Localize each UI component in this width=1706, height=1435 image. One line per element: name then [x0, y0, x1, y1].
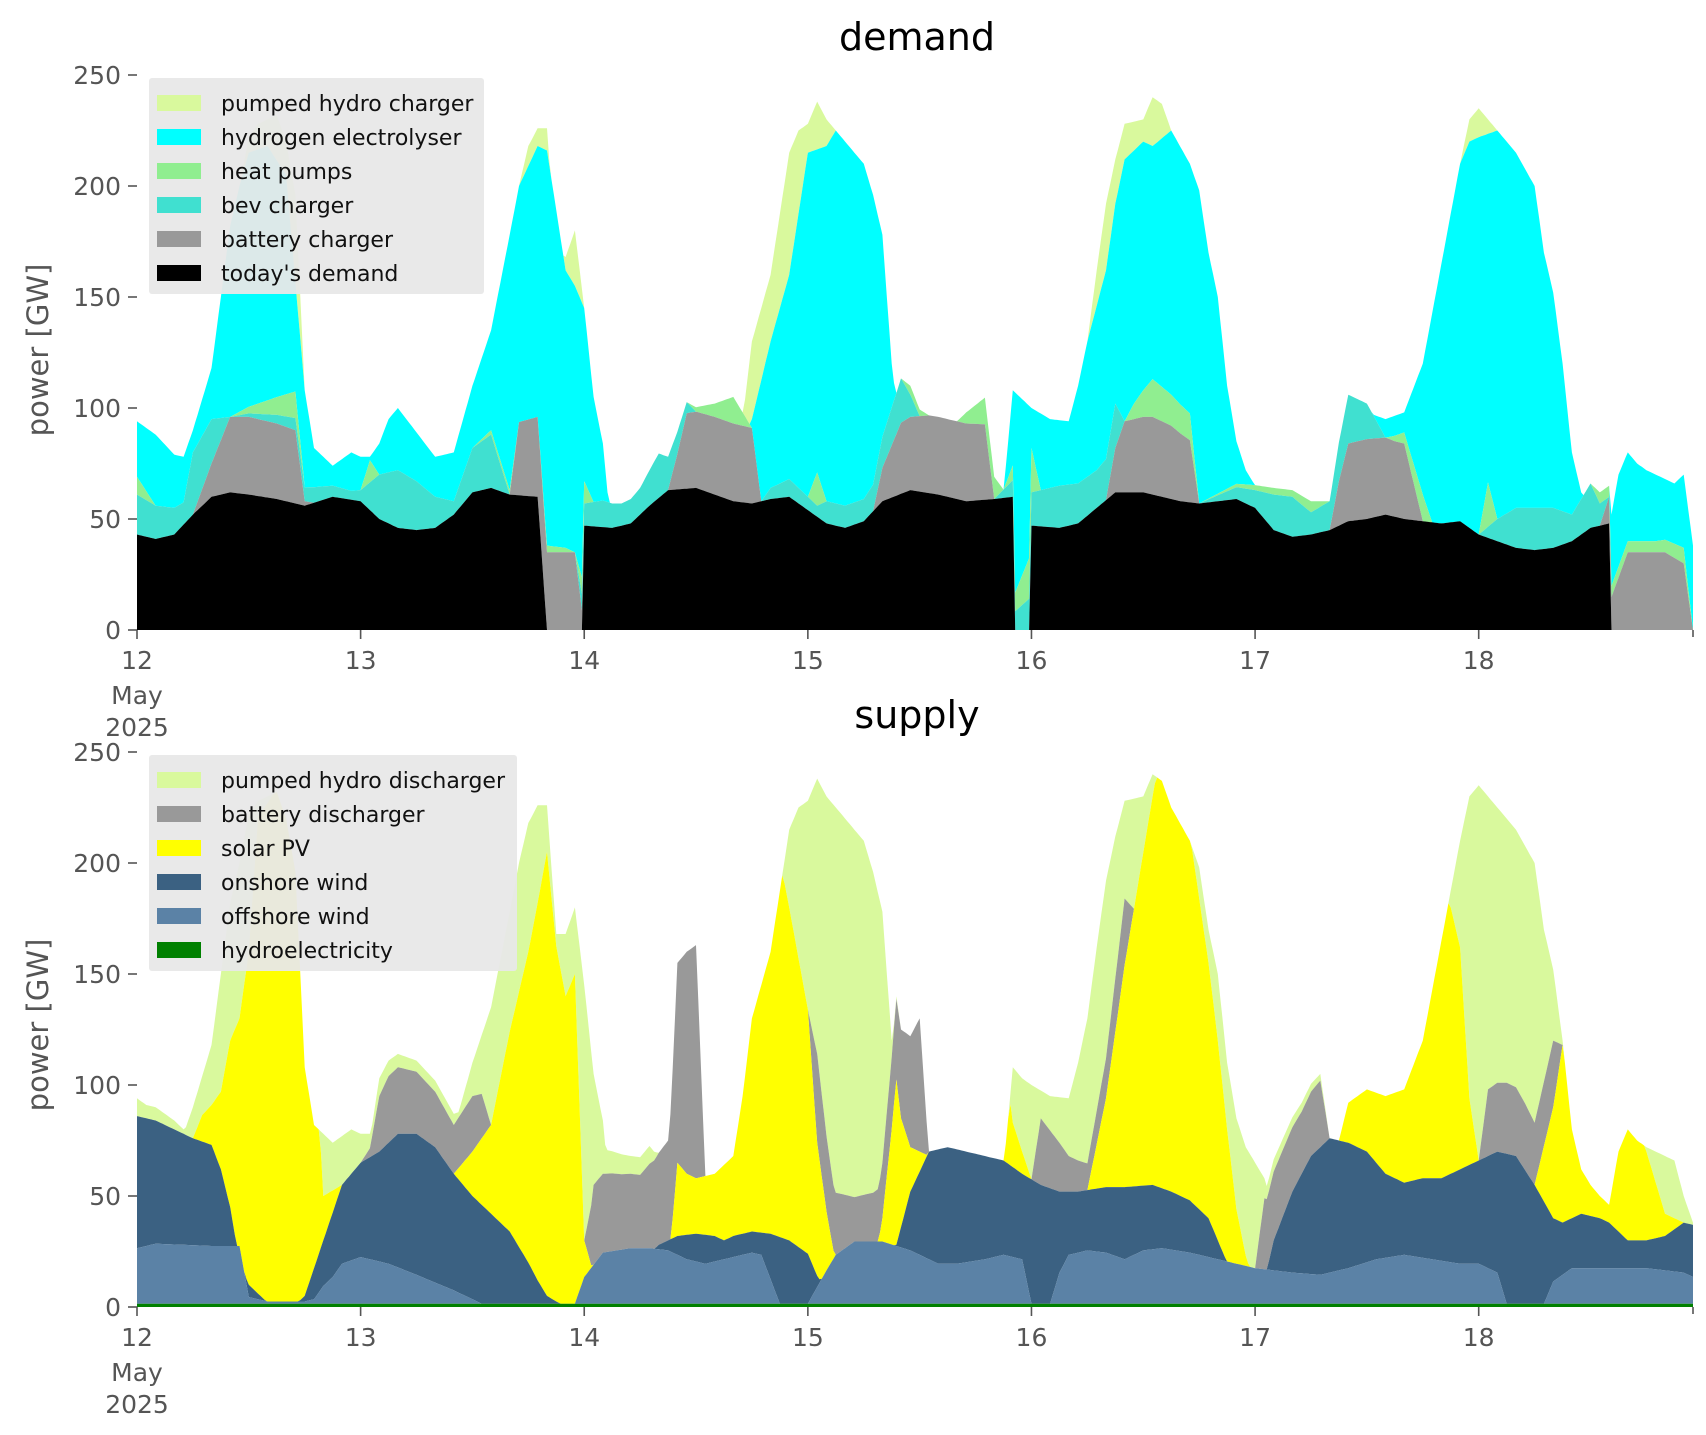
legend-swatch: [157, 874, 201, 890]
y-tick-label: 200: [73, 849, 121, 878]
legend-swatch: [157, 942, 201, 958]
x-tick-sublabel: May: [111, 1358, 163, 1387]
x-tick-label: 17: [1239, 1323, 1271, 1352]
y-tick-label: 0: [105, 616, 121, 645]
x-tick-label: 13: [345, 1323, 377, 1352]
legend-swatch: [157, 231, 201, 247]
legend-label: pumped hydro discharger: [221, 769, 506, 794]
area-hydroelectricity: [137, 1303, 1693, 1307]
y-tick-label: 100: [73, 394, 121, 423]
y-axis-label-demand: power [GW]: [21, 264, 55, 437]
area-heat-pumps: [137, 378, 1693, 630]
legend-swatch: [157, 197, 201, 213]
legend-label: pumped hydro charger: [221, 92, 474, 117]
area-hydrogen-electrolyser: [137, 130, 1693, 630]
area-pumped-hydro-discharger: [137, 774, 1693, 1269]
x-tick-label: 15: [792, 1323, 824, 1352]
x-tick-label: 13: [345, 646, 377, 675]
y-tick-label: 100: [73, 1071, 121, 1100]
x-tick-label: 17: [1239, 646, 1271, 675]
chart-title-supply: supply: [854, 693, 979, 737]
x-tick-label: 15: [792, 646, 824, 675]
legend-swatch: [157, 163, 201, 179]
y-tick-label: 0: [105, 1293, 121, 1322]
area-battery-charger: [137, 411, 1693, 630]
x-tick-sublabel: 2025: [105, 1390, 169, 1419]
area-offshore-wind: [137, 1241, 1693, 1304]
legend-swatch: [157, 265, 201, 281]
x-tick-sublabel: 2025: [105, 713, 169, 742]
y-tick-label: 150: [73, 283, 121, 312]
y-tick-label: 250: [73, 738, 121, 767]
y-tick-label: 200: [73, 172, 121, 201]
y-tick-label: 50: [89, 505, 121, 534]
x-tick-label: 14: [568, 1323, 600, 1352]
legend-label: solar PV: [221, 837, 310, 862]
legend-label: offshore wind: [221, 905, 370, 930]
plot-area-demand: 0 50 100 150 200 250 12 May 2025 13 14 15 16 17 18: [73, 61, 1694, 742]
x-tick-sublabel: May: [111, 681, 163, 710]
legend-swatch: [157, 772, 201, 788]
y-axis-label-supply: power [GW]: [21, 939, 55, 1112]
legend-label: bev charger: [221, 194, 354, 219]
legend-label: battery charger: [221, 228, 394, 253]
chart-title-demand: demand: [839, 15, 995, 59]
legend-swatch: [157, 95, 201, 111]
x-tick-label: 18: [1463, 1323, 1495, 1352]
legend-swatch: [157, 806, 201, 822]
x-tick-label: 12: [121, 646, 153, 675]
y-tick-label: 250: [73, 61, 121, 90]
legend-label: onshore wind: [221, 871, 368, 896]
legend-supply: pumped hydro discharger battery discharge…: [149, 755, 517, 971]
x-tick-label: 14: [568, 646, 600, 675]
legend-label: hydroelectricity: [221, 939, 393, 964]
legend-swatch: [157, 129, 201, 145]
x-tick-label: 18: [1463, 646, 1495, 675]
legend-swatch: [157, 908, 201, 924]
area-bev-charger: [137, 378, 1693, 630]
area-solar-pv: [137, 777, 1693, 1304]
y-tick-label: 50: [89, 1182, 121, 1211]
legend-label: heat pumps: [221, 160, 352, 185]
legend-demand: pumped hydro charger hydrogen electrolyse…: [149, 78, 484, 294]
area-todays-demand: [137, 487, 1693, 630]
y-tick-label: 150: [73, 960, 121, 989]
legend-label: battery discharger: [221, 803, 426, 828]
legend-swatch: [157, 840, 201, 856]
legend-box: [149, 78, 484, 294]
legend-box: [149, 755, 517, 971]
area-onshore-wind: [137, 1116, 1693, 1304]
area-battery-discharger: [137, 777, 1693, 1270]
plot-area-supply: 0 50 100 150 200 250 12 May 2025 13 14 15 16 17 18: [73, 738, 1694, 1419]
legend-label: hydrogen electrolyser: [221, 126, 462, 151]
x-tick-label: 12: [121, 1323, 153, 1352]
x-tick-label: 16: [1016, 646, 1048, 675]
x-tick-label: 16: [1016, 1323, 1048, 1352]
legend-label: today's demand: [221, 262, 398, 287]
